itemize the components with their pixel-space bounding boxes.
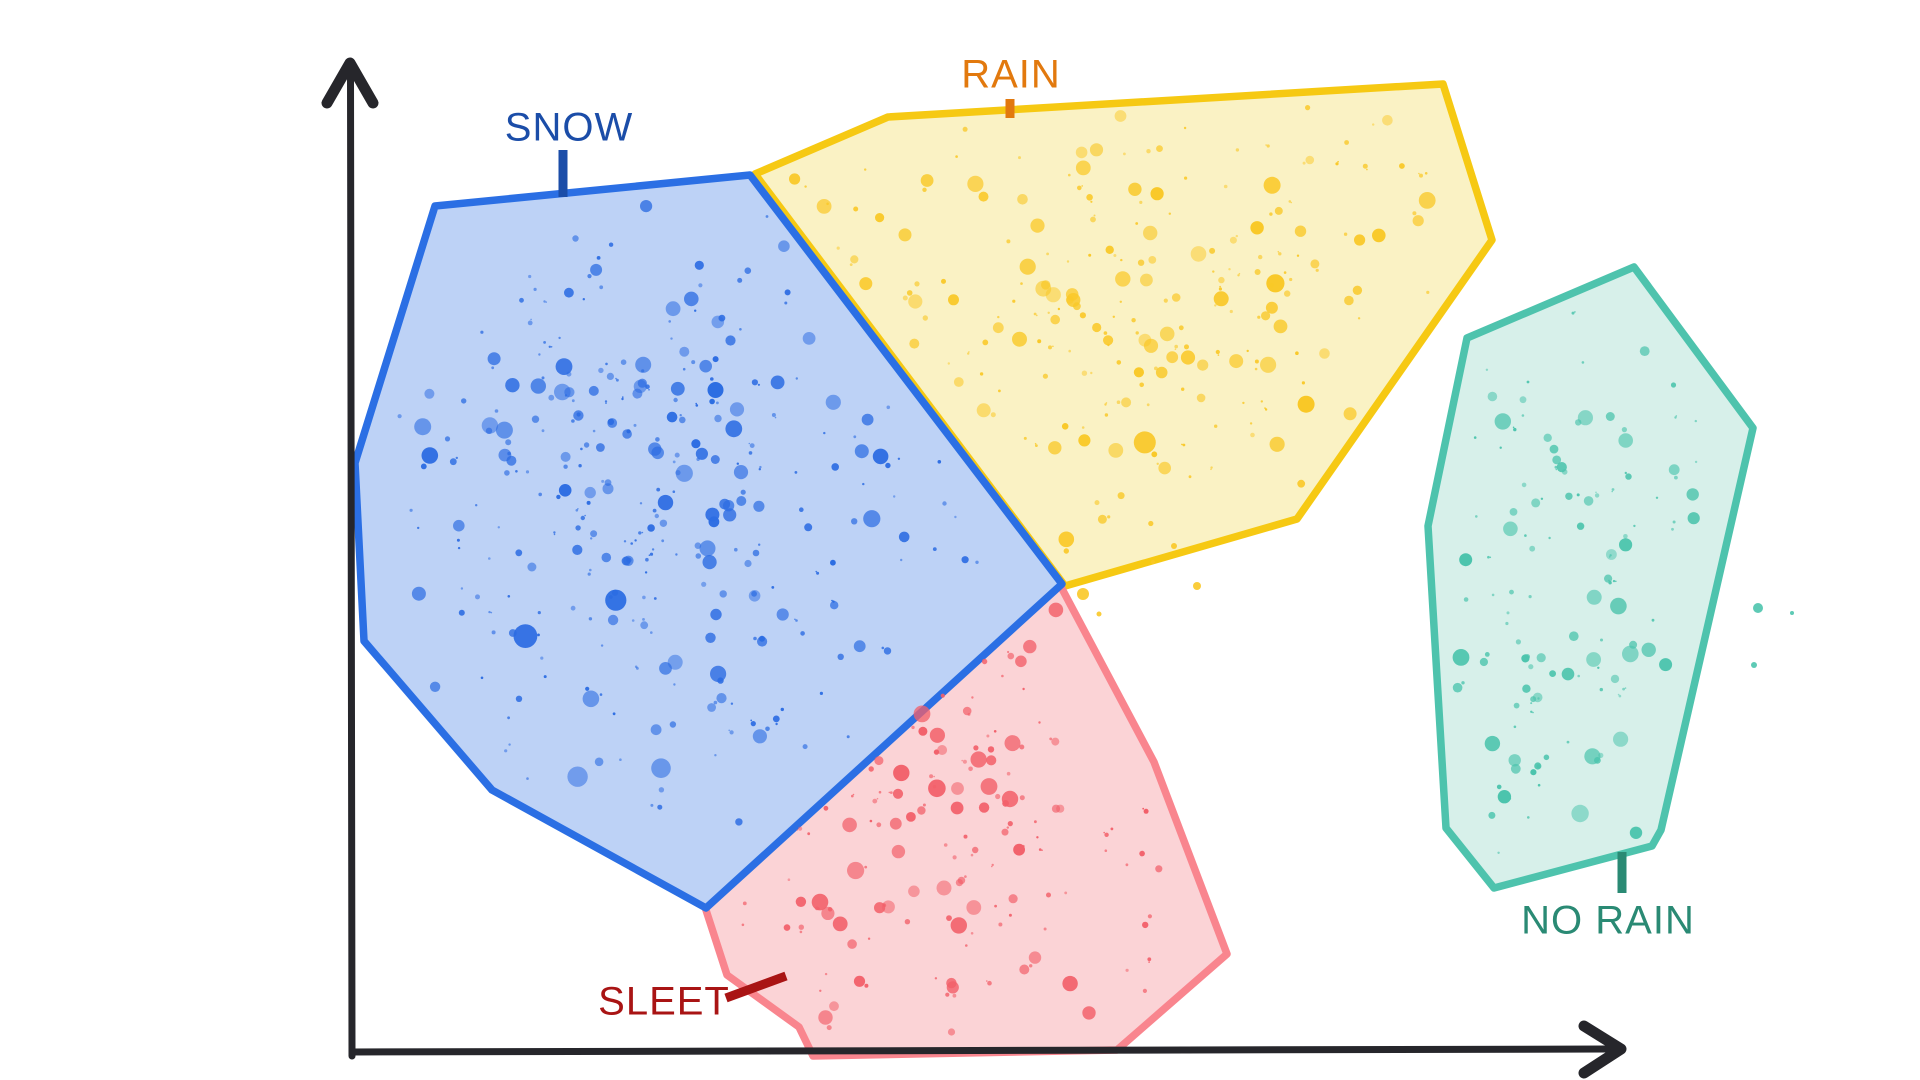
dots-no_rain [1452,311,1794,854]
cluster-label-sleet: SLEET [598,979,730,1024]
dots-snow [397,200,979,826]
y-axis-arrowhead [321,57,379,109]
x-axis-line [348,1045,1612,1056]
y-axis-line [347,70,356,1060]
region-no_rain [1424,263,1757,892]
cluster-regions [351,80,1757,1060]
dots-rain [789,105,1436,617]
label-connector-lines [558,99,1627,1003]
scatter-dots [397,105,1794,1036]
dots-sleet [741,602,1163,1036]
connector-sleet [724,971,788,1003]
region-sleet [701,581,1231,1060]
x-axis-arrowhead [1578,1020,1627,1079]
axes [321,57,1627,1079]
cluster-label-no-rain: NO RAIN [1521,898,1695,943]
cluster-label-snow: SNOW [504,105,634,150]
cluster-label-rain: RAIN [961,52,1061,97]
